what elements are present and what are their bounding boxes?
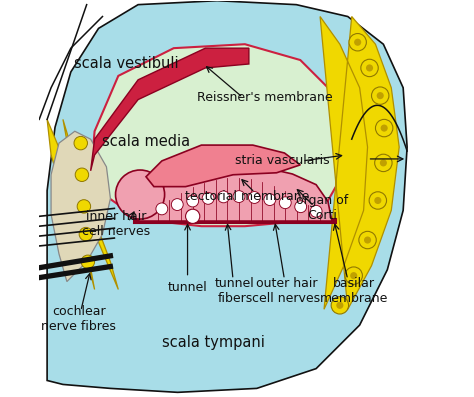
Circle shape — [185, 209, 200, 224]
Polygon shape — [47, 1, 407, 392]
Circle shape — [264, 194, 276, 206]
Circle shape — [375, 119, 393, 137]
Circle shape — [171, 198, 183, 210]
Text: organ of
Corti: organ of Corti — [296, 195, 348, 222]
Circle shape — [374, 197, 382, 204]
Polygon shape — [39, 5, 102, 119]
Circle shape — [350, 272, 357, 279]
Circle shape — [354, 39, 361, 46]
Circle shape — [187, 195, 199, 207]
Circle shape — [218, 191, 229, 203]
Text: tunnel: tunnel — [168, 281, 208, 294]
Circle shape — [81, 255, 95, 268]
Polygon shape — [51, 131, 110, 281]
Circle shape — [116, 170, 164, 219]
Polygon shape — [91, 44, 344, 226]
Text: basilar
membrane: basilar membrane — [319, 278, 388, 305]
Text: tunnel
fibers: tunnel fibers — [215, 278, 255, 305]
Circle shape — [79, 227, 92, 241]
Circle shape — [372, 87, 389, 104]
Circle shape — [156, 203, 168, 215]
Circle shape — [295, 201, 307, 213]
Text: scala media: scala media — [102, 134, 190, 148]
Circle shape — [361, 59, 378, 77]
Circle shape — [331, 297, 348, 314]
Circle shape — [380, 159, 387, 166]
Polygon shape — [320, 17, 399, 309]
Circle shape — [366, 64, 373, 71]
Circle shape — [202, 193, 214, 204]
Circle shape — [233, 191, 245, 202]
Text: inner hair
cell nerves: inner hair cell nerves — [82, 210, 150, 238]
Text: tectorial membrane: tectorial membrane — [185, 190, 309, 203]
Circle shape — [74, 137, 88, 150]
Circle shape — [349, 33, 366, 51]
Circle shape — [336, 302, 344, 309]
Text: stria vascularis: stria vascularis — [235, 154, 330, 168]
Polygon shape — [138, 167, 332, 221]
Circle shape — [345, 267, 363, 284]
Circle shape — [377, 92, 384, 99]
Polygon shape — [91, 48, 249, 171]
Circle shape — [359, 231, 376, 249]
Text: scala tympani: scala tympani — [162, 335, 264, 351]
Circle shape — [75, 168, 89, 181]
Polygon shape — [134, 219, 336, 223]
Polygon shape — [146, 145, 301, 187]
Polygon shape — [47, 119, 118, 289]
Circle shape — [369, 192, 386, 209]
Circle shape — [381, 125, 388, 132]
Text: cochlear
nerve fibres: cochlear nerve fibres — [41, 305, 116, 333]
Circle shape — [374, 154, 392, 172]
Circle shape — [77, 200, 91, 213]
Text: outer hair
cell nerves: outer hair cell nerves — [252, 278, 320, 305]
Circle shape — [310, 205, 322, 217]
Text: Reissner's membrane: Reissner's membrane — [197, 91, 332, 104]
Text: scala vestibuli: scala vestibuli — [74, 56, 179, 71]
Circle shape — [279, 197, 291, 209]
Circle shape — [248, 192, 260, 203]
Circle shape — [364, 237, 371, 244]
